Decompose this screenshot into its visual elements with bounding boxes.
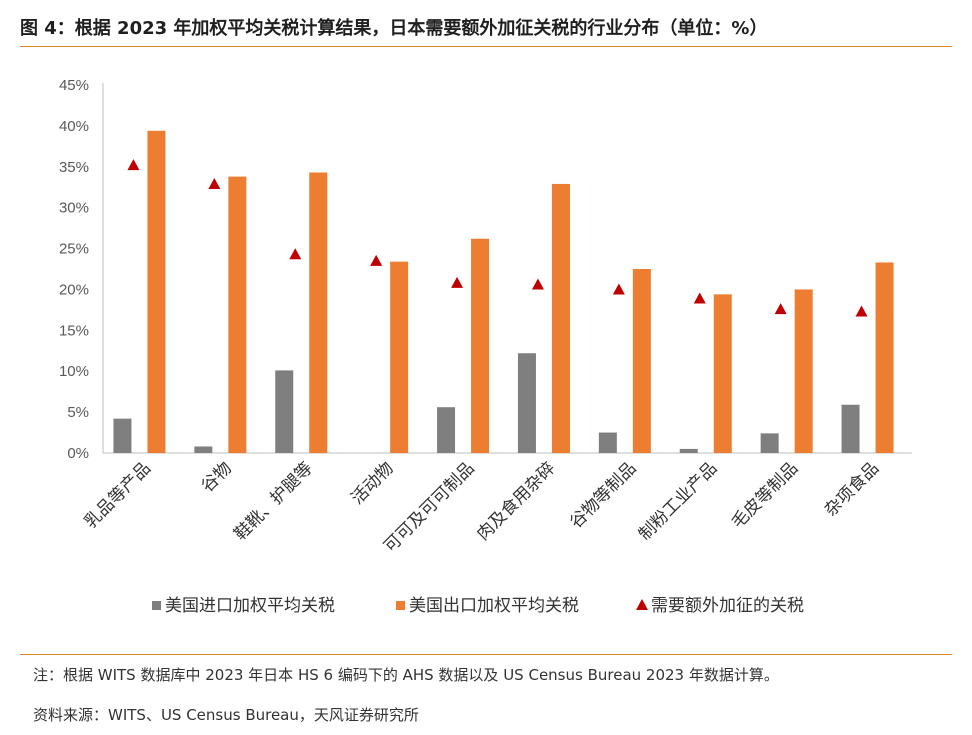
y-tick-label: 35% [59, 159, 89, 176]
legend-label: 美国进口加权平均关税 [165, 596, 335, 616]
top-rule [20, 46, 952, 47]
marker-additional-tariff [693, 292, 706, 304]
marker-additional-tariff [451, 276, 464, 288]
y-tick-label: 30% [59, 200, 89, 217]
y-tick-label: 10% [59, 363, 89, 380]
figure-title: 图 4：根据 2023 年加权平均关税计算结果，日本需要额外加征关税的行业分布（… [20, 18, 768, 39]
y-tick-label: 5% [67, 404, 89, 421]
bar-export [713, 294, 732, 453]
x-category-label: 活动物 [347, 458, 397, 508]
legend-swatch [396, 601, 405, 610]
bar-import [275, 370, 294, 453]
bottom-rule [20, 654, 952, 655]
bar-export [632, 269, 651, 453]
bar-import [760, 433, 779, 453]
bar-import [194, 446, 213, 453]
marker-additional-tariff [127, 159, 140, 171]
marker-additional-tariff [612, 283, 625, 295]
marker-additional-tariff [370, 254, 383, 266]
bar-export [471, 238, 490, 453]
x-category-label: 杂项食品 [821, 458, 883, 520]
x-category-label: 肉及食用杂碎 [473, 458, 559, 544]
x-category-label: 谷物 [198, 458, 236, 496]
bar-import [113, 418, 132, 453]
legend-swatch [152, 601, 161, 610]
bar-export [794, 289, 813, 453]
bar-import [679, 448, 698, 453]
bar-export [551, 183, 570, 453]
chart: 0% 5% 10% 15% 20% 25% 30% 35% 40% 45% 乳品等产品 谷物鞋靴、护腿… [59, 77, 912, 616]
footnote: 注：根据 WITS 数据库中 2023 年日本 HS 6 编码下的 AHS 数据… [33, 666, 779, 684]
bar-export [875, 262, 894, 453]
x-category-label: 制粉工业产品 [635, 458, 721, 544]
legend-label: 需要额外加征的关税 [651, 596, 804, 616]
x-category-label: 鞋靴、护腿等 [231, 458, 317, 544]
y-tick-label: 15% [59, 322, 89, 339]
bar-export [390, 261, 409, 453]
x-category-label: 毛皮等制品 [728, 458, 802, 532]
x-category-label: 乳品等产品 [81, 458, 155, 532]
marker-additional-tariff [774, 303, 787, 315]
x-category-label: 谷物等制品 [566, 458, 640, 532]
bar-import [517, 353, 536, 453]
y-tick-label: 45% [59, 77, 89, 94]
y-tick-label: 25% [59, 241, 89, 258]
marker-additional-tariff [208, 177, 221, 189]
bar-import [437, 407, 456, 453]
y-tick-label: 20% [59, 281, 89, 298]
bar-export [309, 172, 328, 453]
bar-import [841, 404, 860, 453]
source-line: 资料来源：WITS、US Census Bureau，天风证券研究所 [33, 706, 419, 724]
bar-export [147, 130, 166, 453]
bar-import [598, 432, 617, 453]
marker-additional-tariff [289, 248, 302, 260]
marker-additional-tariff [855, 305, 868, 317]
bar-export [228, 176, 247, 453]
legend-swatch [636, 599, 648, 610]
y-tick-label: 0% [67, 445, 89, 462]
y-tick-label: 40% [59, 118, 89, 135]
legend-label: 美国出口加权平均关税 [409, 596, 579, 616]
marker-additional-tariff [531, 278, 544, 290]
